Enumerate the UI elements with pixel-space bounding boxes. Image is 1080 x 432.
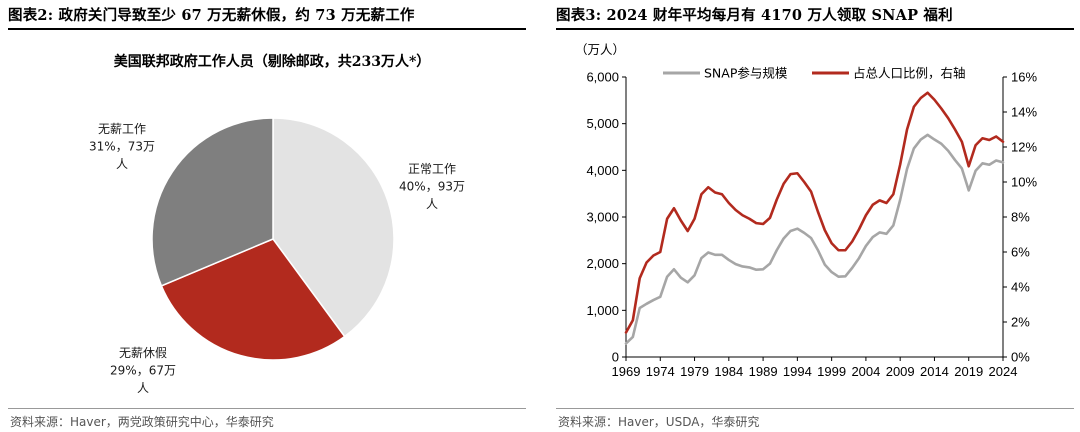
left-y-tick-label: 3,000 xyxy=(586,210,619,225)
snap-participation-line xyxy=(624,133,1005,345)
figure2-source: 资料来源：Haver，两党政策研究中心，华泰研究 xyxy=(10,415,274,429)
left-y-tick-label: 1,000 xyxy=(586,303,619,318)
left-y-tick-label: 5,000 xyxy=(586,116,619,131)
x-tick-label: 2004 xyxy=(851,364,880,379)
x-tick-label: 1979 xyxy=(680,364,709,379)
x-tick-label: 1974 xyxy=(646,364,675,379)
right-y-tick-label: 0% xyxy=(1011,350,1030,365)
right-y-tick-label: 8% xyxy=(1011,210,1030,225)
pie-chart-title: 美国联邦政府工作人员（剔除邮政，共233万人*） xyxy=(114,53,431,70)
y-axis-unit: （万人） xyxy=(575,42,625,57)
source-rule xyxy=(556,408,1074,409)
x-tick-label: 1989 xyxy=(749,364,778,379)
pie-slices xyxy=(151,117,395,361)
left-y-tick-label: 4,000 xyxy=(586,163,619,178)
pie-chart: 美国联邦政府工作人员（剔除邮政，共233万人*） 正常工作 40%，93万人无薪休… xyxy=(89,53,465,395)
left-y-tick-label: 6,000 xyxy=(586,70,619,85)
left-figure-panel: 图表2: 政府关门导致至少 67 万无薪休假，约 73 万无薪工作 美国联邦政府… xyxy=(0,0,532,432)
x-tick-label: 1984 xyxy=(714,364,743,379)
legend-label-snap: SNAP参与规模 xyxy=(704,66,788,81)
pie-slice-label: 正常工作 40%，93万人 xyxy=(399,162,465,211)
line-chart: （万人） SNAP参与规模 占总人口比例，右轴 0 1,000 2,000 3,000… xyxy=(575,42,1037,380)
x-tick-label: 2024 xyxy=(989,364,1018,379)
left-y-tick-label: 0 xyxy=(612,350,619,365)
left-y-tick-label: 2,000 xyxy=(586,256,619,271)
legend: SNAP参与规模 占总人口比例，右轴 xyxy=(663,66,966,81)
title-rule xyxy=(556,28,1074,30)
pie-slice xyxy=(151,117,274,287)
right-y-tick-label: 2% xyxy=(1011,315,1030,330)
pie-slice-label: 无薪休假 29%，67万人 xyxy=(110,346,176,395)
right-y-tick-label: 10% xyxy=(1011,175,1037,190)
axes: 0 1,000 2,000 3,000 4,000 5,000 6,000 0% 2% 4% 6% 8… xyxy=(586,70,1037,380)
source-rule xyxy=(8,408,526,409)
right-y-tick-label: 14% xyxy=(1011,105,1037,120)
figure2-title: 图表2: 政府关门导致至少 67 万无薪休假，约 73 万无薪工作 xyxy=(8,7,415,24)
title-rule xyxy=(8,28,526,30)
x-tick-label: 2009 xyxy=(886,364,915,379)
x-tick-label: 1999 xyxy=(817,364,846,379)
series-lines xyxy=(624,91,1005,345)
x-tick-label: 1969 xyxy=(612,364,641,379)
pie-slice-label: 无薪工作 31%，73万人 xyxy=(89,122,155,171)
x-tick-label: 1994 xyxy=(783,364,812,379)
right-y-tick-label: 6% xyxy=(1011,245,1030,260)
right-y-tick-label: 16% xyxy=(1011,70,1037,85)
pie-slice xyxy=(272,117,395,338)
right-figure-panel: 图表3: 2024 财年平均每月有 4170 万人领取 SNAP 福利 （万人）… xyxy=(548,0,1080,432)
figure3-title: 图表3: 2024 财年平均每月有 4170 万人领取 SNAP 福利 xyxy=(556,7,953,24)
population-share-line xyxy=(624,91,1005,334)
legend-label-share: 占总人口比例，右轴 xyxy=(853,66,966,81)
x-tick-label: 2014 xyxy=(920,364,949,379)
x-tick-label: 2019 xyxy=(954,364,983,379)
figure3-source: 资料来源：Haver，USDA，华泰研究 xyxy=(558,415,760,429)
pie-slice xyxy=(160,238,346,361)
right-y-tick-label: 12% xyxy=(1011,140,1037,155)
right-y-tick-label: 4% xyxy=(1011,280,1030,295)
